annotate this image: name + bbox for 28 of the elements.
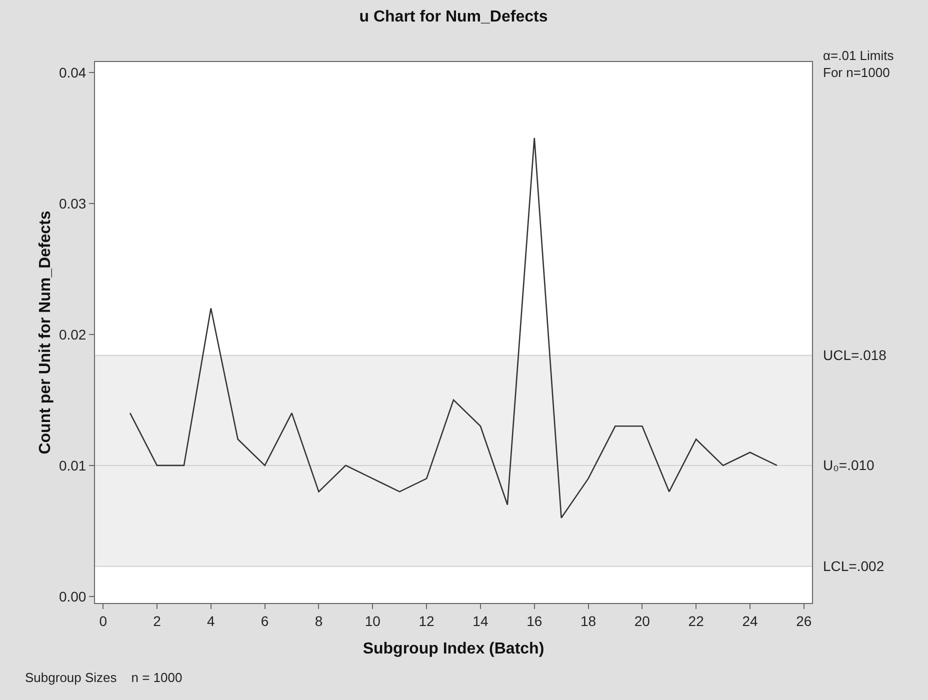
chart-title: u Chart for Num_Defects [359,8,548,26]
y-tick-label: 0.02 [58,326,86,342]
x-tick-label: 2 [153,612,162,629]
x-tick-label: 24 [742,612,758,629]
x-tick-label: 14 [472,612,488,629]
x-tick-label: 6 [260,612,269,629]
x-tick-label: 10 [364,612,381,629]
x-tick-label: 20 [634,612,650,629]
y-tick-label: 0.04 [58,64,86,80]
x-tick-label: 8 [314,612,323,629]
ref-line-label: LCL=.002 [823,558,884,574]
line-series [129,137,778,518]
x-tick-label: 4 [207,612,216,629]
y-tick-label: 0.01 [58,457,86,474]
y-tick-label: 0.03 [58,195,86,212]
text: Subgroup Sizes n = 1000 [25,670,182,685]
x-tick-label: 12 [418,612,435,629]
ref-line-label: U₀=.010 [823,457,875,473]
x-tick-label: 16 [526,612,542,629]
text: α=.01 Limits For n=1000 [823,48,894,80]
x-tick-label: 22 [688,612,704,629]
x-tick-label: 26 [796,612,812,629]
y-tick-label: 0.00 [58,588,86,604]
x-tick-label: 0 [99,612,108,629]
y-axis-title: Count per Unit for Num_Defects [36,210,54,454]
x-tick-label: 18 [580,612,596,629]
x-axis-title: Subgroup Index (Batch) [362,640,544,658]
ref-line-label: UCL=.018 [823,347,887,363]
